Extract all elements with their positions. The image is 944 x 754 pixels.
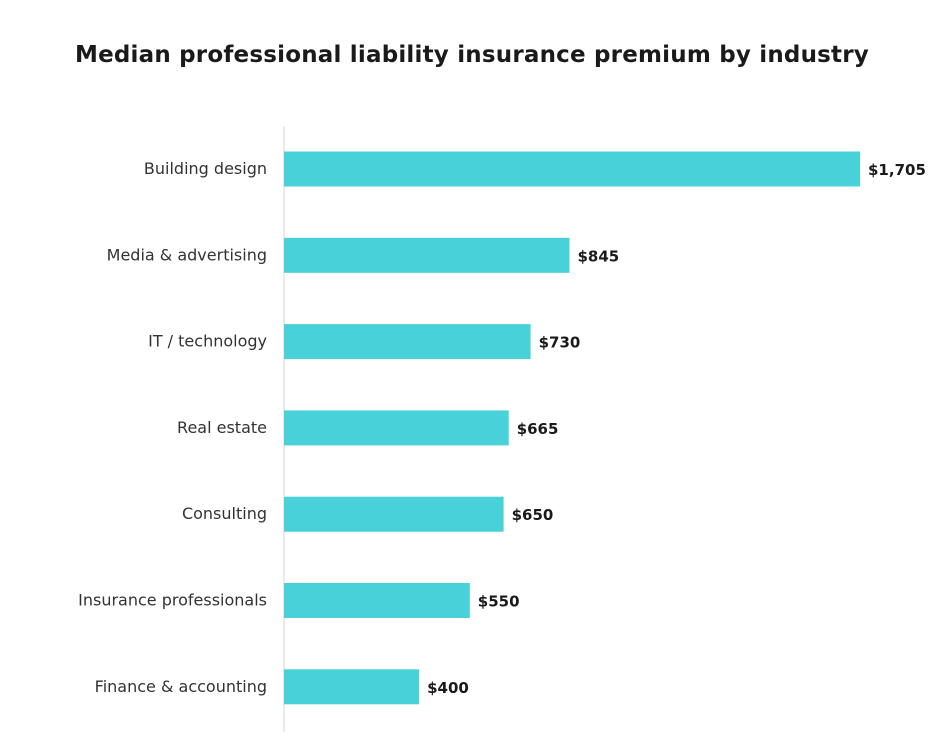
bar bbox=[284, 583, 470, 618]
bars-layer: Building design $1,705 Media & advertising… bbox=[78, 151, 926, 705]
bar-row: Consulting $650 bbox=[182, 496, 554, 532]
bar bbox=[284, 237, 570, 273]
data-label: $665 bbox=[517, 420, 559, 438]
data-label: $550 bbox=[478, 593, 520, 611]
category-label: Real estate bbox=[177, 418, 267, 437]
bar-row: Finance & accounting $400 bbox=[95, 669, 469, 705]
bar-row: Insurance professionals $550 bbox=[78, 583, 520, 618]
category-label: Insurance professionals bbox=[78, 591, 267, 610]
data-label: $845 bbox=[578, 247, 620, 265]
bar-row: Media & advertising $845 bbox=[107, 237, 620, 273]
bar bbox=[284, 151, 860, 187]
data-label: $1,705 bbox=[868, 161, 926, 179]
bar-row: Real estate $665 bbox=[177, 410, 559, 446]
bar bbox=[284, 410, 509, 446]
category-label: Building design bbox=[144, 159, 267, 178]
bar bbox=[284, 496, 504, 532]
bar bbox=[284, 669, 420, 705]
category-label: IT / technology bbox=[148, 332, 267, 351]
category-label: Media & advertising bbox=[107, 245, 267, 264]
chart-title: Median professional liability insurance … bbox=[75, 42, 869, 68]
data-label: $650 bbox=[512, 506, 554, 524]
category-label: Finance & accounting bbox=[95, 677, 267, 696]
bar bbox=[284, 324, 531, 360]
bar-row: Building design $1,705 bbox=[144, 151, 926, 187]
bar-row: IT / technology $730 bbox=[148, 324, 581, 360]
data-label: $730 bbox=[539, 334, 581, 352]
category-label: Consulting bbox=[182, 504, 267, 523]
data-label: $400 bbox=[427, 679, 469, 697]
